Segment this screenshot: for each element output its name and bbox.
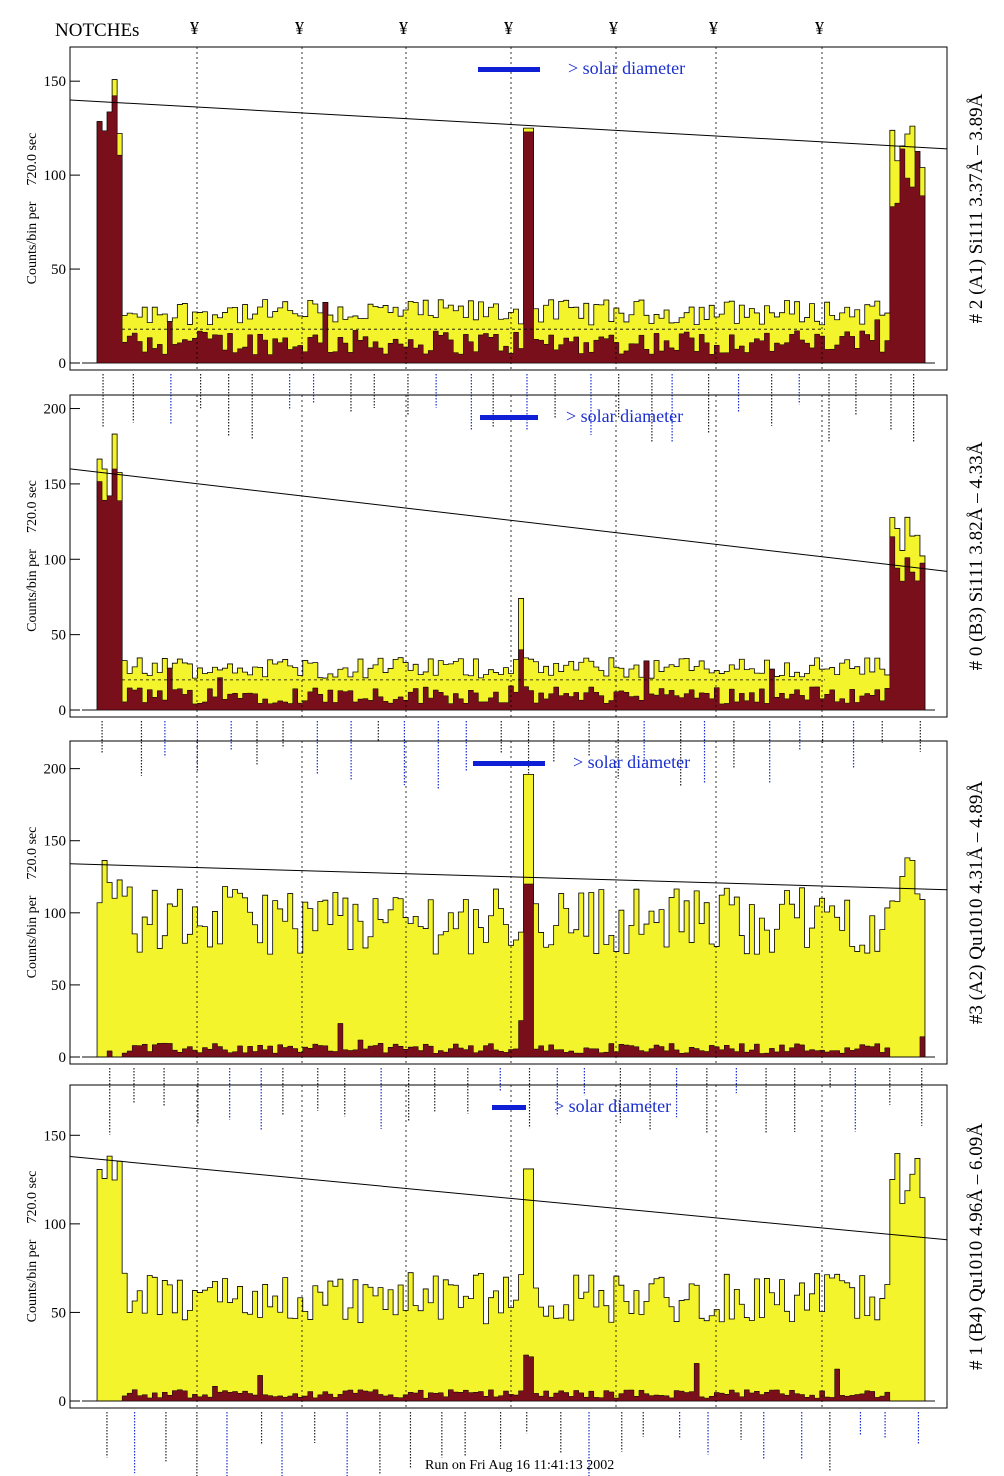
solar-diameter-bar — [478, 67, 540, 72]
y-tick-label: 0 — [59, 703, 67, 719]
series-total-area — [82, 433, 935, 711]
panel-frame — [69, 740, 948, 1065]
panel-frame — [69, 46, 948, 371]
notch-marker-4: ¥ — [504, 18, 513, 38]
trend-line — [69, 468, 948, 572]
trend-line — [69, 863, 948, 891]
y-tick-label: 150 — [44, 74, 67, 90]
notch-marker-7: ¥ — [815, 18, 824, 38]
y-axis-label: Counts/bin per720.0 sec — [25, 827, 40, 979]
y-tick-label: 200 — [44, 762, 67, 778]
y-tick-label: 50 — [51, 628, 66, 644]
y-tick-label: 0 — [59, 356, 67, 372]
series-sub-area — [82, 1354, 935, 1402]
panel-frame — [69, 1084, 948, 1409]
y-tick-label: 0 — [59, 1394, 67, 1410]
y-tick-label: 50 — [51, 262, 66, 278]
y-axis-label: Counts/bin per720.0 sec — [25, 1171, 40, 1323]
notch-marker-5: ¥ — [609, 18, 618, 38]
panel-right-label: # 2 (A1) Si111 3.37Å – 3.89Å — [966, 93, 987, 323]
panel-right-label: # 1 (B4) Qu1010 4.96Å – 6.09Å — [966, 1123, 987, 1370]
y-tick-label: 100 — [44, 552, 67, 568]
solar-diameter-bar — [492, 1105, 526, 1110]
trend-line — [69, 99, 948, 150]
panel-right-label: #3 (A2) Qu1010 4.31Å – 4.89Å — [966, 781, 987, 1025]
trend-line — [69, 1156, 948, 1241]
y-tick-label: 200 — [44, 402, 67, 418]
notch-marker-2: ¥ — [295, 18, 304, 38]
y-tick-label: 150 — [44, 1128, 67, 1144]
y-axis-label: Counts/bin per720.0 sec — [25, 480, 40, 632]
panel-frame — [69, 394, 948, 718]
series-sub-area — [82, 95, 935, 364]
solar-diameter-bar — [473, 761, 545, 766]
series-total-area — [82, 773, 935, 1058]
series-total-area — [82, 1153, 935, 1402]
notch-marker-3: ¥ — [399, 18, 408, 38]
solar-diameter-label: > solar diameter — [554, 1096, 671, 1116]
solar-diameter-label: > solar diameter — [568, 58, 685, 78]
solar-diameter-label: > solar diameter — [573, 752, 690, 772]
panel-4: 0 50 100 150 Counts/bin per720.0 sec # 1 (B4)… — [25, 1084, 987, 1476]
series-total-area — [82, 79, 935, 364]
y-tick-label: 50 — [51, 978, 66, 994]
notch-marker-1: ¥ — [190, 18, 199, 38]
y-tick-label: 100 — [44, 906, 67, 922]
panel-right-label: # 0 (B3) Si111 3.82Å – 4.33Å — [966, 441, 987, 670]
y-axis-label: Counts/bin per720.0 sec — [25, 133, 40, 285]
panel-2: 0 50 100 150 200 Counts/bin per720.0 sec # 0 (… — [25, 394, 987, 790]
solar-diameter-label: > solar diameter — [566, 406, 683, 426]
panel-1: 0 50 100 150 Counts/bin per720.0 sec # 2 (A1)… — [25, 46, 987, 444]
notches-label: NOTCHEs — [55, 20, 140, 41]
panel-3: 0 50 100 150 200 Counts/bin per720.0 sec #3 (A… — [25, 740, 987, 1135]
y-tick-label: 150 — [44, 834, 67, 850]
y-tick-label: 100 — [44, 168, 67, 184]
y-tick-label: 0 — [59, 1050, 67, 1066]
y-tick-label: 50 — [51, 1305, 66, 1321]
run-timestamp: Run on Fri Aug 16 11:41:13 2002 — [425, 1458, 615, 1473]
solar-diameter-bar — [480, 415, 538, 420]
y-tick-label: 150 — [44, 477, 67, 493]
notch-marker-6: ¥ — [709, 18, 718, 38]
series-sub-area — [82, 883, 935, 1058]
y-tick-label: 100 — [44, 1217, 67, 1233]
